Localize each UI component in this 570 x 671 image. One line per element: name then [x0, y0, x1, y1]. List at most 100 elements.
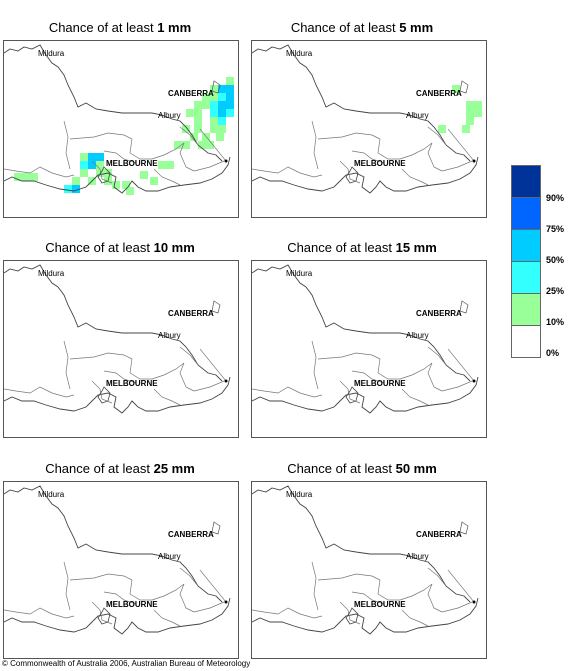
- probability-cell: [210, 93, 218, 101]
- boundary-line: [427, 126, 447, 146]
- boundary-line: [447, 569, 475, 603]
- mildura-label: Mildura: [286, 49, 313, 58]
- probability-cell: [190, 133, 198, 141]
- probability-cell: [140, 171, 148, 179]
- boundary-line: [4, 607, 75, 619]
- probability-cell: [462, 125, 470, 133]
- probability-cell: [210, 125, 218, 133]
- probability-cell: [226, 93, 234, 101]
- boundary-line: [345, 166, 359, 184]
- boundary-line: [252, 597, 479, 635]
- legend-label-25: 25%: [546, 286, 565, 296]
- legend-label-10: 10%: [546, 317, 565, 327]
- map-10mm: Mildura CANBERRA Albury MELBOURNE: [3, 260, 239, 438]
- panel-title-50mm: Chance of at least 50 mm: [287, 461, 437, 476]
- boundary-line: [252, 485, 471, 603]
- boundary-line: [153, 609, 181, 627]
- probability-cell: [202, 133, 210, 141]
- boundary-line: [317, 352, 381, 360]
- location-marker: [472, 159, 476, 163]
- probability-cell: [218, 117, 226, 125]
- boundary-line: [69, 573, 133, 581]
- boundary-line: [193, 160, 225, 172]
- probability-cell: [210, 85, 218, 93]
- map-25mm: Mildura CANBERRA Albury MELBOURNE: [3, 481, 239, 659]
- map-outline: [252, 485, 479, 635]
- boundary-line: [97, 607, 111, 625]
- panel-title-5mm: Chance of at least 5 mm: [290, 20, 434, 35]
- mildura-label: Mildura: [38, 49, 65, 58]
- probability-cell: [22, 173, 30, 181]
- boundary-line: [211, 521, 221, 535]
- boundary-line: [103, 591, 137, 605]
- map-outline: [252, 44, 482, 194]
- boundary-line: [193, 380, 225, 392]
- probability-cell: [80, 153, 88, 161]
- boundary-line: [193, 601, 225, 613]
- probability-cell: [166, 161, 174, 169]
- boundary-line: [151, 142, 185, 160]
- boundary-line: [427, 362, 443, 392]
- legend-swatch-50: [511, 229, 541, 261]
- legend-color-scale: [511, 165, 541, 358]
- probability-cell: [88, 153, 96, 161]
- mildura-label: Mildura: [38, 490, 65, 499]
- probability-cell: [182, 141, 190, 149]
- location-marker: [224, 600, 228, 604]
- probability-cell: [210, 109, 218, 117]
- probability-cell: [474, 101, 482, 109]
- boundary-line: [199, 569, 227, 603]
- probability-cell: [112, 181, 120, 189]
- boundary-line: [69, 132, 133, 140]
- boundary-line: [129, 579, 152, 601]
- boundary-line: [179, 362, 195, 392]
- boundary-line: [252, 386, 323, 398]
- map-50mm: Mildura CANBERRA Albury MELBOURNE: [251, 481, 487, 659]
- boundary-line: [4, 597, 231, 635]
- probability-cell: [218, 109, 226, 117]
- boundary-line: [441, 601, 473, 613]
- boundary-line: [401, 388, 429, 406]
- probability-cell: [88, 161, 96, 169]
- boundary-line: [459, 521, 469, 535]
- probability-cell: [202, 101, 210, 109]
- albury-label: Albury: [406, 331, 429, 340]
- probability-cell: [96, 153, 104, 161]
- probability-cell: [182, 125, 190, 133]
- canberra-label: CANBERRA: [168, 89, 214, 98]
- mildura-label: Mildura: [286, 269, 313, 278]
- probability-cell: [122, 181, 130, 189]
- boundary-line: [377, 579, 400, 601]
- probability-cell: [96, 161, 104, 169]
- legend-label-90: 90%: [546, 193, 565, 203]
- boundary-line: [317, 573, 381, 581]
- boundary-line: [179, 126, 199, 146]
- probability-cell: [218, 125, 226, 133]
- boundary-line: [345, 607, 359, 625]
- boundary-line: [351, 591, 385, 605]
- canberra-label: CANBERRA: [416, 309, 462, 318]
- boundary-line: [399, 362, 433, 380]
- probability-cell: [186, 109, 194, 117]
- boundary-line: [151, 583, 185, 601]
- boundary-line: [399, 583, 433, 601]
- boundary-line: [97, 166, 111, 184]
- map-outline: [4, 264, 231, 414]
- boundary-line: [199, 128, 227, 162]
- probability-cell: [218, 85, 226, 93]
- probability-cell: [474, 109, 482, 117]
- legend-swatch-90: [511, 165, 541, 197]
- probability-cell: [210, 117, 218, 125]
- boundary-line: [252, 44, 471, 162]
- albury-label: Albury: [406, 111, 429, 120]
- probability-cell: [194, 101, 202, 109]
- boundary-line: [151, 362, 185, 380]
- legend-label-75: 75%: [546, 224, 565, 234]
- boundary-line: [4, 166, 75, 178]
- probability-cell: [226, 85, 234, 93]
- boundary-line: [377, 358, 400, 380]
- melbourne-label: MELBOURNE: [106, 379, 158, 388]
- boundary-line: [4, 485, 223, 603]
- boundary-line: [345, 386, 359, 404]
- boundary-line: [211, 300, 221, 314]
